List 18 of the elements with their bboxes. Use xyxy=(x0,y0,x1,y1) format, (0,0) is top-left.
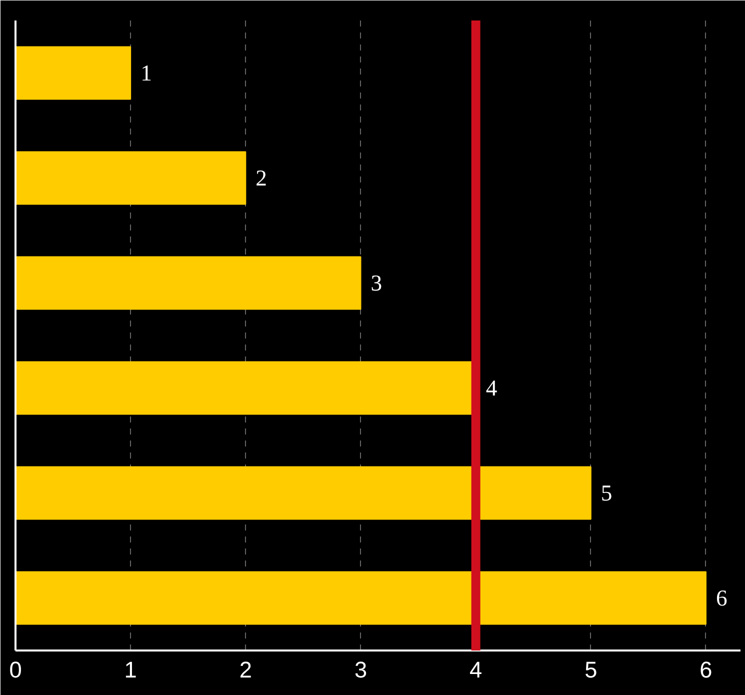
x-tick-label: 6 xyxy=(700,656,712,682)
x-tick-label: 5 xyxy=(584,656,598,682)
x-tick-label: 0 xyxy=(9,656,22,682)
bar xyxy=(16,46,132,100)
bar xyxy=(16,151,246,205)
data-label: 3 xyxy=(370,270,382,296)
data-label: 6 xyxy=(716,586,728,610)
data-label: 1 xyxy=(140,60,152,86)
bar xyxy=(16,256,362,310)
x-tick-label: 1 xyxy=(124,656,137,682)
data-label: 5 xyxy=(600,480,612,506)
x-tick-label: 4 xyxy=(470,656,482,682)
x-tick-label: 2 xyxy=(239,656,252,682)
data-label: 4 xyxy=(486,376,498,400)
x-tick-label: 3 xyxy=(354,656,368,682)
bar xyxy=(16,571,706,625)
bar xyxy=(16,466,592,520)
data-label: 2 xyxy=(256,166,267,190)
